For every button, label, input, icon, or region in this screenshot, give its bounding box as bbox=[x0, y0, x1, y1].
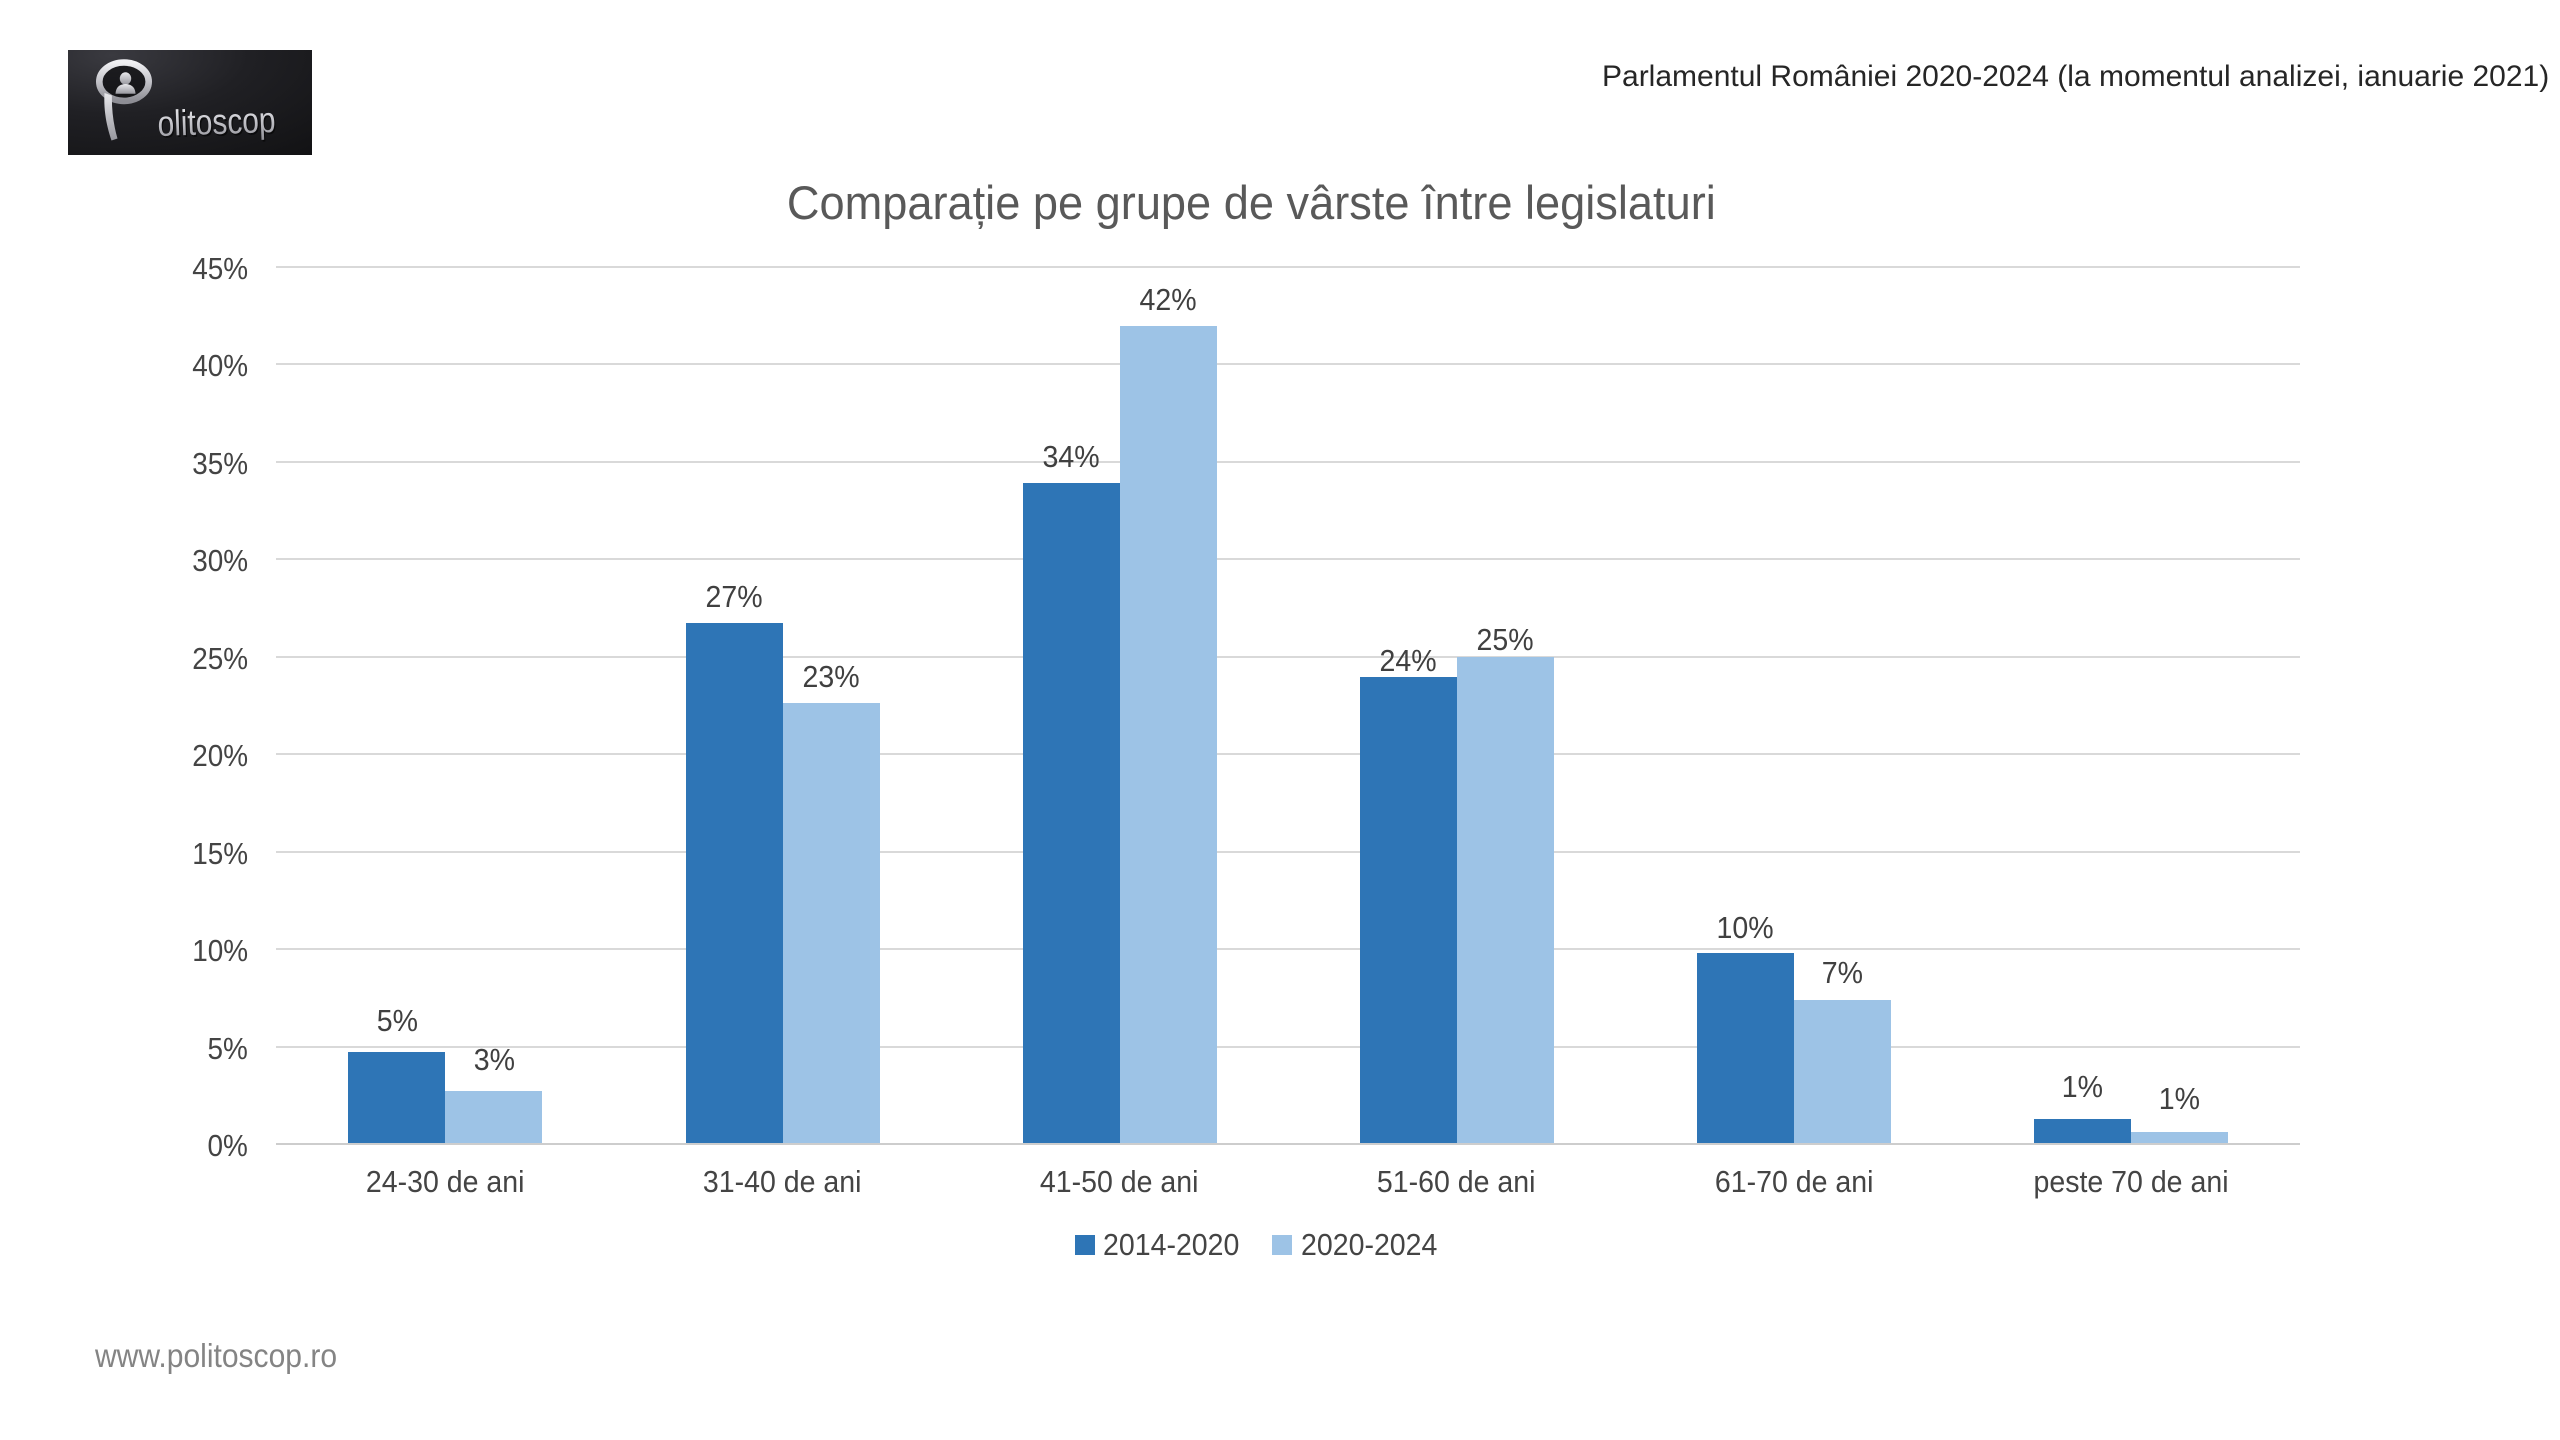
svg-text:olitoscop: olitoscop bbox=[157, 100, 276, 144]
svg-text:olitoscop: olitoscop bbox=[158, 102, 277, 146]
